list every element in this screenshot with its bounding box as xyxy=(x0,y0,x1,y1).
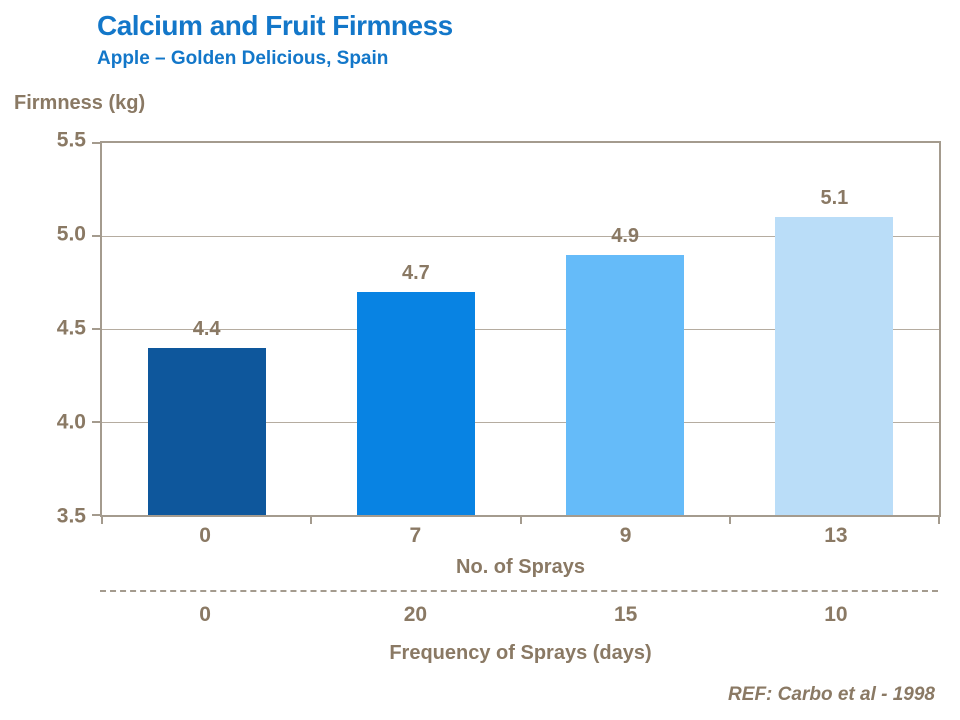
bar xyxy=(356,291,475,515)
x-axis-tick-labels: 0 7 9 13 xyxy=(100,524,941,548)
gridline xyxy=(102,422,939,423)
y-tick-label: 5.0 xyxy=(56,222,86,246)
gridline xyxy=(102,236,939,237)
y-tick-label: 4.5 xyxy=(56,316,86,340)
y-axis-tick xyxy=(92,235,101,237)
y-axis-tick-labels: 5.5 5.0 4.5 4.0 3.5 xyxy=(0,129,100,528)
bar-slot: 4.9 xyxy=(521,143,730,515)
bar-slot: 4.4 xyxy=(102,143,311,515)
bar-value-label: 4.9 xyxy=(611,224,640,247)
chart-subtitle: Apple – Golden Delicious, Spain xyxy=(97,48,389,69)
y-tick-label: 3.5 xyxy=(56,504,86,528)
x-tick-label: 9 xyxy=(619,524,632,547)
divider-dashed-line xyxy=(100,590,938,592)
x-axis-tick xyxy=(101,517,103,524)
bar xyxy=(566,254,685,515)
y-axis-tick xyxy=(92,421,101,423)
x-axis-title: No. of Sprays xyxy=(456,556,585,578)
x-tick-label: 0 xyxy=(199,524,211,547)
y-axis-tick xyxy=(92,514,101,516)
y-tick-label: 4.0 xyxy=(56,410,86,434)
bar-slot: 5.1 xyxy=(730,143,939,515)
bar-value-label: 4.7 xyxy=(401,261,430,284)
y-axis-tick xyxy=(92,328,101,330)
plot-area: 4.4 4.7 4.9 5.1 xyxy=(92,141,941,524)
reference-text: REF: Carbo et al - 1998 xyxy=(728,684,935,705)
x-axis-tick xyxy=(728,517,731,524)
x-axis-tick xyxy=(519,517,522,524)
chart-title: Calcium and Fruit Firmness xyxy=(97,10,453,41)
gridline xyxy=(102,329,939,330)
secondary-axis-value: 20 xyxy=(403,603,428,626)
bar xyxy=(775,217,894,515)
y-axis-tick xyxy=(92,142,101,144)
y-tick-label: 5.5 xyxy=(56,128,86,152)
x-tick-label: 7 xyxy=(409,524,422,547)
bar-value-label: 5.1 xyxy=(820,187,849,210)
secondary-axis-value: 0 xyxy=(199,603,211,626)
secondary-axis-value: 15 xyxy=(613,603,638,626)
bar-value-label: 4.4 xyxy=(192,317,221,340)
x-axis-tick xyxy=(310,517,313,524)
bar-slot: 4.7 xyxy=(311,143,520,515)
secondary-axis-value: 10 xyxy=(824,603,848,626)
secondary-axis-values: 0 20 15 10 xyxy=(100,603,941,627)
x-tick-label: 13 xyxy=(824,524,848,547)
secondary-axis-title: Frequency of Sprays (days) xyxy=(389,642,652,664)
bar-series: 4.4 4.7 4.9 5.1 xyxy=(102,143,939,515)
y-axis-title: Firmness (kg) xyxy=(14,92,146,114)
bar xyxy=(147,347,266,515)
x-axis-tick xyxy=(938,517,940,524)
